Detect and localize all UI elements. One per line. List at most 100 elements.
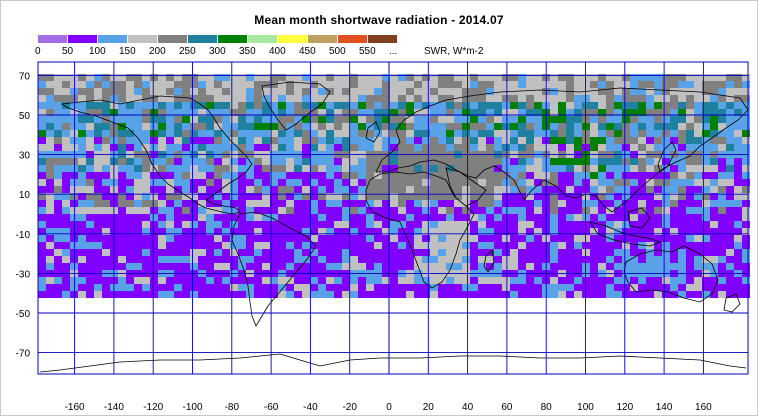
radiation-cell — [46, 263, 54, 270]
radiation-cell — [550, 284, 558, 291]
radiation-cell — [446, 221, 454, 228]
radiation-cell — [334, 172, 342, 179]
radiation-cell — [710, 95, 718, 102]
radiation-cell — [206, 277, 214, 284]
radiation-cell — [686, 193, 694, 200]
radiation-cell — [582, 249, 590, 256]
radiation-cell — [142, 200, 150, 207]
radiation-cell — [78, 200, 86, 207]
radiation-cell — [366, 249, 374, 256]
radiation-cell — [726, 263, 734, 270]
radiation-cell — [606, 102, 614, 109]
radiation-cell — [278, 256, 286, 263]
radiation-cell — [406, 277, 414, 284]
radiation-cell — [614, 172, 622, 179]
radiation-cell — [46, 109, 54, 116]
radiation-cell — [78, 221, 86, 228]
radiation-cell — [478, 130, 486, 137]
radiation-cell — [70, 88, 78, 95]
radiation-cell — [414, 277, 422, 284]
radiation-cell — [174, 207, 182, 214]
radiation-cell — [502, 102, 510, 109]
radiation-cell — [230, 102, 238, 109]
radiation-cell — [126, 144, 134, 151]
radiation-cell — [246, 214, 254, 221]
radiation-cell — [54, 102, 62, 109]
radiation-cell — [214, 137, 222, 144]
radiation-cell — [302, 158, 310, 165]
radiation-cell — [126, 74, 134, 81]
radiation-cell — [478, 263, 486, 270]
radiation-cell — [718, 277, 726, 284]
radiation-cell — [598, 228, 606, 235]
lon-tick-label: -120 — [143, 402, 163, 413]
radiation-cell — [70, 123, 78, 130]
radiation-cell — [46, 144, 54, 151]
radiation-cell — [150, 137, 158, 144]
radiation-cell — [126, 158, 134, 165]
radiation-cell — [150, 102, 158, 109]
radiation-cell — [302, 277, 310, 284]
radiation-cell — [366, 74, 374, 81]
radiation-cell — [558, 235, 566, 242]
radiation-cell — [430, 109, 438, 116]
radiation-cell — [710, 263, 718, 270]
radiation-cell — [742, 81, 750, 88]
radiation-cell — [630, 214, 638, 221]
radiation-cell — [558, 228, 566, 235]
radiation-cell — [158, 263, 166, 270]
radiation-cell — [662, 277, 670, 284]
radiation-cell — [670, 165, 678, 172]
radiation-cell — [494, 137, 502, 144]
radiation-cell — [534, 123, 542, 130]
map-title: Mean month shortwave radiation - 2014.07 — [254, 13, 504, 27]
radiation-cell — [70, 277, 78, 284]
radiation-cell — [550, 130, 558, 137]
radiation-cell — [598, 207, 606, 214]
radiation-cell — [390, 193, 398, 200]
radiation-cell — [678, 186, 686, 193]
radiation-cell — [102, 291, 110, 298]
radiation-cell — [134, 116, 142, 123]
radiation-cell — [38, 102, 46, 109]
radiation-cell — [158, 186, 166, 193]
radiation-cell — [206, 130, 214, 137]
radiation-cell — [246, 109, 254, 116]
radiation-cell — [382, 172, 390, 179]
radiation-cell — [734, 165, 742, 172]
radiation-cell — [598, 172, 606, 179]
radiation-cell — [366, 116, 374, 123]
radiation-cell — [534, 186, 542, 193]
radiation-cell — [654, 249, 662, 256]
radiation-cell — [158, 200, 166, 207]
radiation-cell — [534, 235, 542, 242]
radiation-cell — [358, 123, 366, 130]
radiation-cell — [678, 207, 686, 214]
radiation-cell — [398, 200, 406, 207]
radiation-cell — [38, 207, 46, 214]
radiation-cell — [582, 291, 590, 298]
radiation-cell — [214, 242, 222, 249]
radiation-cell — [406, 179, 414, 186]
radiation-cell — [590, 186, 598, 193]
radiation-cell — [182, 95, 190, 102]
radiation-cell — [486, 263, 494, 270]
radiation-cell — [694, 277, 702, 284]
radiation-cell — [294, 284, 302, 291]
radiation-cell — [574, 186, 582, 193]
radiation-cell — [142, 221, 150, 228]
radiation-cell — [326, 95, 334, 102]
radiation-cell — [558, 81, 566, 88]
radiation-cell — [142, 165, 150, 172]
radiation-cell — [78, 116, 86, 123]
radiation-cell — [622, 130, 630, 137]
radiation-cell — [334, 81, 342, 88]
radiation-cell — [206, 144, 214, 151]
radiation-cell — [118, 158, 126, 165]
radiation-cell — [510, 214, 518, 221]
radiation-cell — [94, 123, 102, 130]
radiation-cell — [566, 221, 574, 228]
radiation-cell — [518, 284, 526, 291]
coast-madagascar — [483, 249, 495, 273]
radiation-cell — [462, 221, 470, 228]
